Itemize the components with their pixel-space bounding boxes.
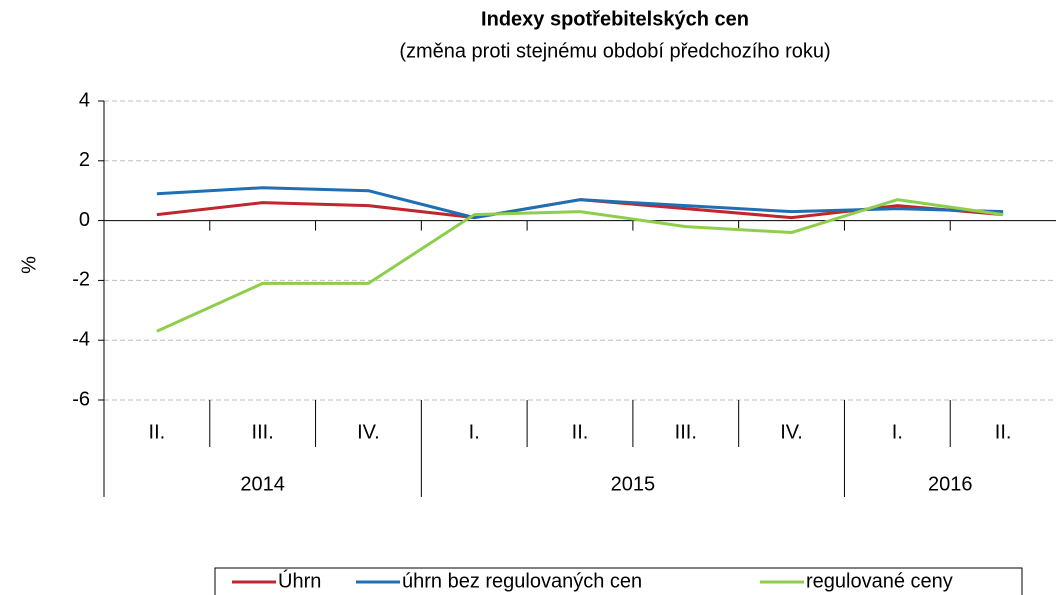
x-tick-label: II. <box>149 421 166 443</box>
x-tick-label: I. <box>892 421 903 443</box>
legend-label: úhrn bez regulovaných cen <box>402 570 642 592</box>
legend-label: regulované ceny <box>806 570 953 592</box>
y-tick-label: 4 <box>79 89 90 111</box>
x-tick-label: III. <box>252 421 274 443</box>
series-line <box>156 198 1004 333</box>
group-label: 2015 <box>611 473 656 495</box>
x-tick-label: IV. <box>357 421 380 443</box>
y-tick-label: 0 <box>79 209 90 231</box>
legend-label: Úhrn <box>278 569 321 592</box>
y-tick-label: -6 <box>72 388 90 410</box>
chart-subtitle: (změna proti stejnému období předchozího… <box>399 40 830 62</box>
x-tick-label: II. <box>572 421 589 443</box>
x-tick-label: III. <box>675 421 697 443</box>
y-axis-label: % <box>18 256 40 274</box>
group-label: 2014 <box>240 473 285 495</box>
x-tick-label: IV. <box>780 421 803 443</box>
y-tick-label: -4 <box>72 328 90 350</box>
y-tick-label: -2 <box>72 269 90 291</box>
legend-box <box>214 567 1023 595</box>
y-tick-label: 2 <box>79 149 90 171</box>
x-tick-label: I. <box>469 421 480 443</box>
group-label: 2016 <box>928 473 973 495</box>
chart-title: Indexy spotřebitelských cen <box>481 8 749 30</box>
x-tick-label: II. <box>995 421 1012 443</box>
